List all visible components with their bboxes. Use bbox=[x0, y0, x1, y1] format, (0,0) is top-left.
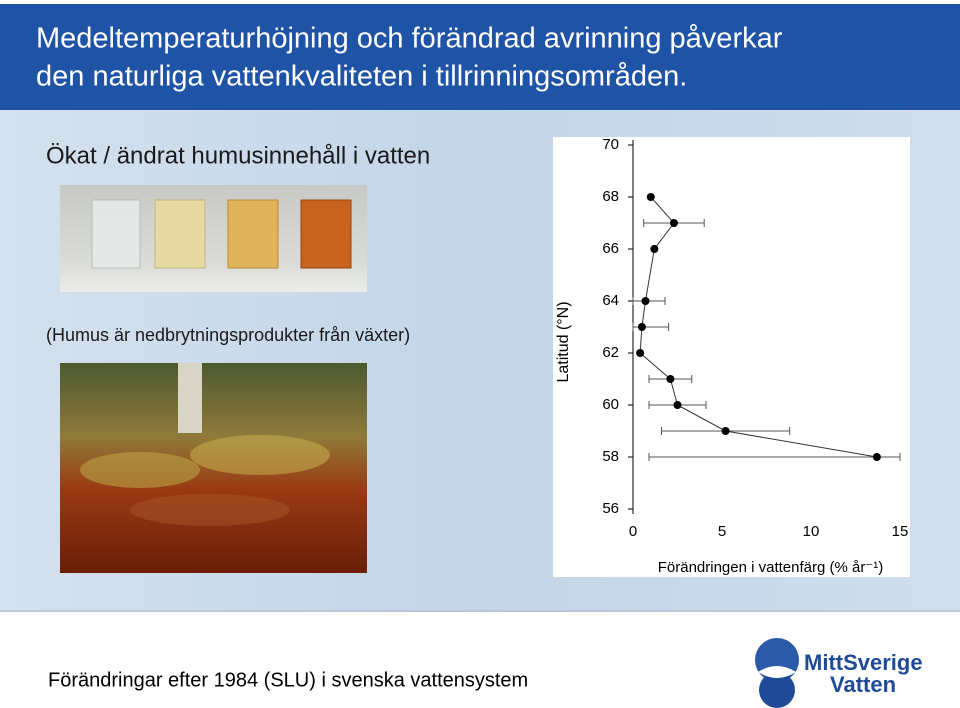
point bbox=[666, 375, 675, 383]
y-tick-label: 56 bbox=[602, 500, 619, 517]
y-tick-label: 70 bbox=[602, 136, 619, 153]
point bbox=[637, 323, 646, 331]
y-tick-label: 66 bbox=[602, 240, 619, 257]
point bbox=[669, 219, 678, 227]
x-tick-label: 0 bbox=[629, 523, 637, 540]
header-band bbox=[0, 4, 960, 110]
x-axis-label: Förändringen i vattenfärg (% år⁻¹) bbox=[658, 559, 884, 576]
y-tick-label: 64 bbox=[602, 292, 619, 309]
point bbox=[872, 453, 881, 461]
chart: 56 58 60 62 64 66 68 70 0 5 10 15 Förändringen i vat… bbox=[555, 136, 908, 576]
y-tick-label: 60 bbox=[602, 396, 619, 413]
footer: Förändringar efter 1984 (SLU) i svenska … bbox=[48, 669, 528, 691]
title-line: den naturliga vattenkvaliteten i tillrin… bbox=[36, 61, 687, 93]
y-tick-label: 62 bbox=[602, 344, 619, 361]
logo-text: MittSverige bbox=[804, 650, 923, 675]
point bbox=[650, 245, 659, 253]
point bbox=[646, 193, 655, 201]
point bbox=[636, 349, 645, 357]
point bbox=[721, 427, 730, 435]
y-tick-label: 58 bbox=[602, 448, 619, 465]
y-tick-label: 68 bbox=[602, 188, 619, 205]
title-line: Medeltemperaturhöjning och förändrad avr… bbox=[36, 23, 783, 55]
connecting-line bbox=[639, 196, 877, 458]
logo-text: Vatten bbox=[830, 672, 896, 697]
x-tick-label: 15 bbox=[892, 523, 909, 540]
subtitle: Ökat / ändrat humusinnehåll i vatten bbox=[46, 142, 430, 169]
error-bar bbox=[648, 453, 901, 461]
point bbox=[641, 297, 650, 305]
x-tick-label: 5 bbox=[718, 523, 726, 540]
x-tick-label: 10 bbox=[803, 523, 820, 540]
y-axis-label: Latitud (°N) bbox=[555, 301, 572, 382]
logo: MittSverige Vatten bbox=[755, 638, 923, 708]
point bbox=[673, 401, 682, 409]
glasses-photo bbox=[60, 185, 367, 292]
chart-area bbox=[553, 137, 910, 577]
note: (Humus är nedbrytningsprodukter från väx… bbox=[46, 325, 410, 345]
leaves-photo bbox=[60, 363, 367, 573]
